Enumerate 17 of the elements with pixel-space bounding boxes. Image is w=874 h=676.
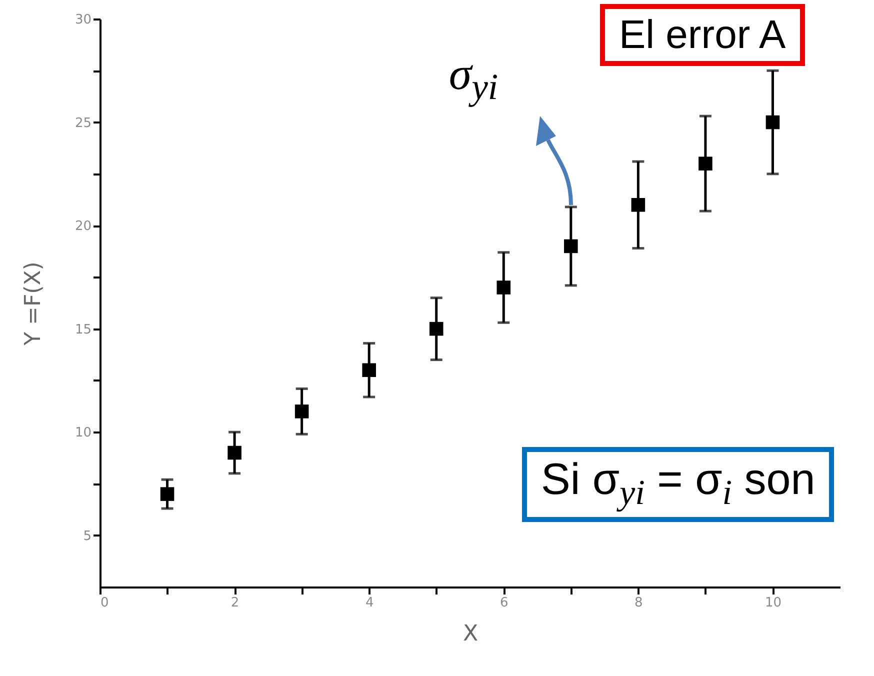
x-tick-label: 10 bbox=[764, 596, 782, 610]
y-tick-label: 25 bbox=[74, 116, 92, 131]
y-tick-label: 30 bbox=[74, 12, 92, 28]
text-frame: El error A bbox=[600, 4, 805, 66]
y-axis-title: Y =F(X) bbox=[20, 262, 46, 346]
annotation: σ$_{yi}$ bbox=[448, 46, 498, 108]
x-tick-label: 0 bbox=[100, 596, 109, 610]
x-tick-label: 2 bbox=[230, 596, 240, 610]
y-tick-label: 10 bbox=[74, 426, 92, 441]
y-tick-label: 20 bbox=[74, 219, 92, 234]
x-axis-title: X bbox=[462, 622, 478, 646]
text-frame: Si σ$_{yi}$ = σ$_{i}$ son bbox=[522, 447, 834, 522]
x-tick-label: 4 bbox=[365, 596, 374, 610]
x-tick-label: 8 bbox=[634, 596, 643, 610]
y-tick-label: 15 bbox=[74, 322, 92, 338]
y-tick-label: 5 bbox=[83, 528, 92, 544]
x-tick-label: 6 bbox=[500, 596, 508, 610]
